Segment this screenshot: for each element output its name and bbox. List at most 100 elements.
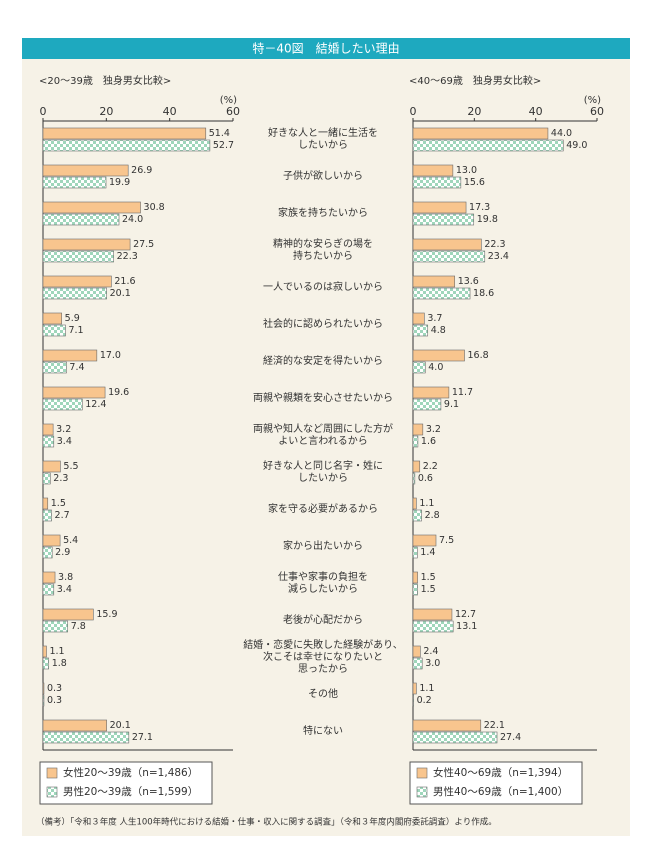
value-label: 2.4 (423, 646, 438, 657)
bar (412, 287, 471, 300)
bar (42, 719, 107, 732)
legend-swatch (46, 767, 58, 779)
category-label: 子供が欲しいから (283, 171, 363, 182)
value-label: 1.1 (419, 683, 434, 694)
value-label: 22.1 (484, 720, 505, 731)
bar (42, 176, 107, 189)
bar (42, 583, 55, 596)
value-label: 7.5 (439, 535, 454, 546)
chart-title: 特－40図 結婚したい理由 (252, 41, 399, 56)
bar (42, 472, 51, 485)
bar (412, 497, 417, 510)
bar (42, 287, 107, 300)
category-label: 家を守る必要があるから (268, 504, 378, 515)
value-label: 3.4 (57, 584, 72, 595)
bar (412, 435, 419, 448)
value-label: 1.4 (420, 547, 435, 558)
value-label: 5.4 (63, 535, 78, 546)
value-label: 3.7 (427, 313, 442, 324)
value-label: 19.8 (477, 214, 498, 225)
value-label: 22.3 (117, 251, 138, 262)
bar (42, 682, 45, 695)
bar (412, 386, 450, 399)
bar (412, 213, 475, 226)
bar (42, 324, 66, 337)
bar (412, 546, 418, 559)
value-label: 13.0 (456, 165, 477, 176)
value-label: 51.4 (209, 128, 230, 139)
bar (412, 312, 425, 325)
bar (42, 620, 69, 633)
bar (42, 139, 211, 152)
value-label: 4.0 (428, 362, 443, 373)
value-label: 2.7 (55, 510, 70, 521)
value-label: 26.9 (131, 165, 152, 176)
value-label: 0.2 (417, 695, 432, 706)
legend-swatch (46, 786, 58, 798)
value-label: 17.3 (469, 202, 490, 213)
category-label: 精神的な安らぎの場を 持ちたいから (273, 239, 373, 262)
value-label: 7.8 (71, 621, 86, 632)
bar (412, 361, 426, 374)
x-tick-label: 20 (467, 105, 481, 118)
value-label: 12.7 (455, 609, 476, 620)
panel-subtitle: <40～69歳 独身男女比較> (409, 74, 541, 87)
category-label: 好きな人と一緒に生活を したいから (268, 128, 378, 151)
category-label: 仕事や家事の負担を 減らしたいから (278, 572, 368, 595)
value-label: 2.3 (53, 473, 68, 484)
value-label: 52.7 (213, 140, 234, 151)
value-label: 1.5 (51, 498, 66, 509)
value-label: 27.1 (132, 732, 153, 743)
value-label: 0.6 (418, 473, 433, 484)
x-tick-label: 20 (99, 105, 113, 118)
category-label: 家族を持ちたいから (278, 208, 368, 219)
value-label: 20.1 (110, 288, 131, 299)
value-label: 18.6 (473, 288, 494, 299)
bar (42, 694, 45, 707)
bar (42, 213, 120, 226)
bar (412, 657, 423, 670)
x-tick-label: 60 (226, 105, 240, 118)
value-label: 30.8 (144, 202, 165, 213)
value-label: 16.8 (468, 350, 489, 361)
value-label: 0.3 (47, 695, 62, 706)
legend-label: 女性40～69歳（n=1,394） (433, 766, 568, 779)
bar (42, 275, 112, 288)
value-label: 13.1 (456, 621, 477, 632)
value-label: 1.8 (52, 658, 67, 669)
legend-swatch (416, 786, 428, 798)
bar (42, 460, 61, 473)
bar (412, 349, 465, 362)
value-label: 9.1 (444, 399, 459, 410)
value-label: 3.2 (56, 424, 71, 435)
value-label: 15.6 (464, 177, 485, 188)
bar (412, 571, 418, 584)
value-label: 49.0 (566, 140, 587, 151)
value-label: 2.8 (425, 510, 440, 521)
bar (412, 460, 421, 473)
value-label: 1.6 (421, 436, 436, 447)
value-label: 44.0 (551, 128, 572, 139)
bar (412, 176, 462, 189)
value-label: 1.5 (421, 572, 436, 583)
value-label: 7.1 (68, 325, 83, 336)
category-label: 好きな人と同じ名字・姓に したいから (263, 461, 383, 484)
bar (412, 583, 418, 596)
value-label: 1.5 (421, 584, 436, 595)
bar (412, 472, 416, 485)
value-label: 20.1 (110, 720, 131, 731)
bar (412, 620, 454, 633)
x-tick-label: 60 (590, 105, 604, 118)
value-label: 11.7 (452, 387, 473, 398)
bar (42, 509, 52, 522)
value-label: 5.5 (63, 461, 78, 472)
bar (42, 250, 114, 263)
bar (42, 423, 54, 436)
x-tick-label: 40 (163, 105, 177, 118)
value-label: 24.0 (122, 214, 143, 225)
value-label: 27.4 (500, 732, 521, 743)
bar (412, 645, 421, 658)
value-label: 3.0 (425, 658, 440, 669)
bar (412, 250, 486, 263)
